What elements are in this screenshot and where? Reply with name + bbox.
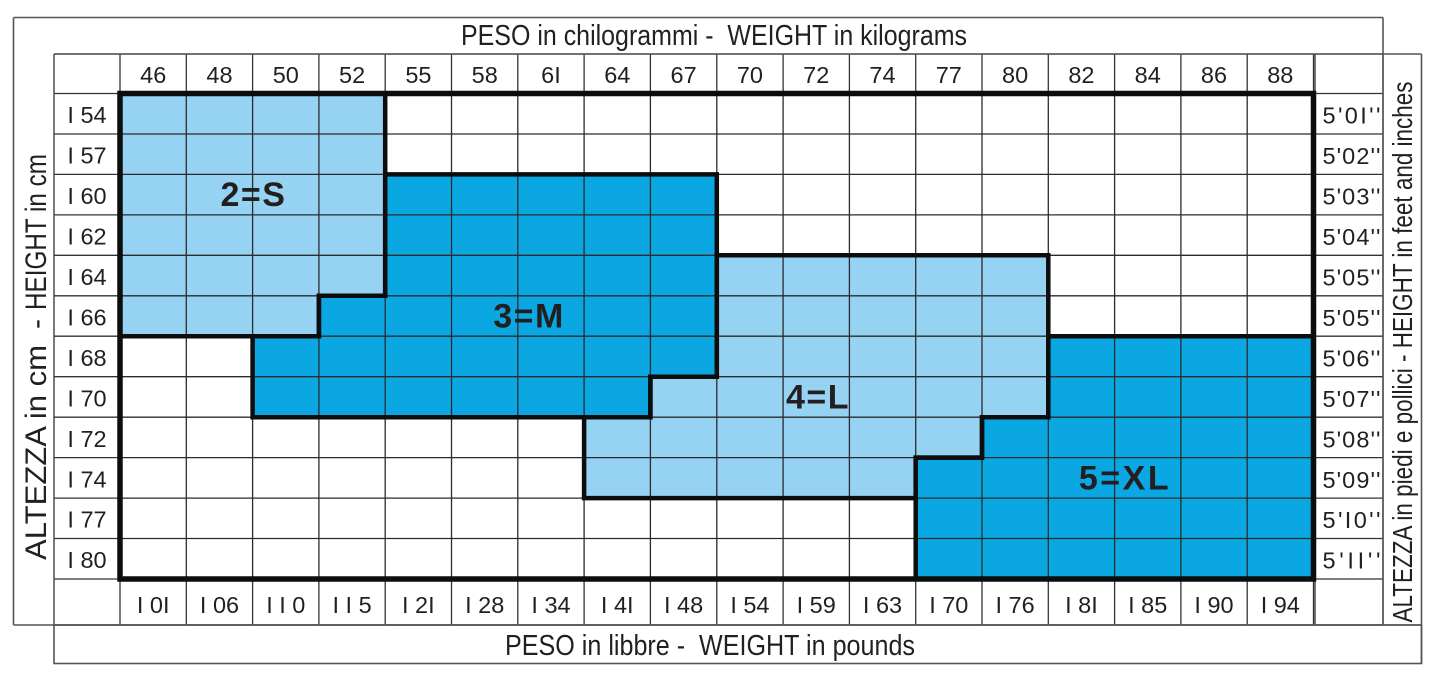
svg-text:HEIGHT in cm: HEIGHT in cm xyxy=(20,154,53,310)
svg-text:77: 77 xyxy=(936,62,962,88)
svg-text:82: 82 xyxy=(1068,62,1094,88)
svg-text:3=M: 3=M xyxy=(493,298,565,336)
svg-text:80: 80 xyxy=(1002,62,1028,88)
svg-text:88: 88 xyxy=(1267,62,1293,88)
svg-text:84: 84 xyxy=(1135,62,1161,88)
svg-text:86: 86 xyxy=(1201,62,1227,88)
svg-text:2=S: 2=S xyxy=(221,176,287,214)
svg-text:I90: I90 xyxy=(1194,592,1233,618)
svg-text:I8I: I8I xyxy=(1065,592,1104,618)
svg-text:52: 52 xyxy=(339,62,365,88)
svg-text:I60: I60 xyxy=(67,183,106,209)
svg-text:5=XL: 5=XL xyxy=(1079,460,1171,498)
svg-text:ALTEZZA in piedi e pollici - H: ALTEZZA in piedi e pollici - HEIGHT in f… xyxy=(1387,82,1418,623)
svg-text:I0I: I0I xyxy=(137,592,176,618)
svg-text:I66: I66 xyxy=(67,304,106,330)
svg-text:I70: I70 xyxy=(929,592,968,618)
svg-text:5'04'': 5'04'' xyxy=(1323,224,1381,250)
svg-text:46: 46 xyxy=(140,62,166,88)
svg-text:PESO in chilogrammi - WEIGHT: PESO in chilogrammi - WEIGHT in kilogram… xyxy=(461,20,967,52)
svg-text:I54: I54 xyxy=(730,592,769,618)
svg-text:5'0I'': 5'0I'' xyxy=(1323,103,1381,129)
svg-text:I85: I85 xyxy=(1128,592,1167,618)
svg-text:4=L: 4=L xyxy=(786,379,850,417)
svg-text:I63: I63 xyxy=(863,592,902,618)
svg-text:I28: I28 xyxy=(465,592,504,618)
svg-text:70: 70 xyxy=(737,62,763,88)
svg-text:I94: I94 xyxy=(1261,592,1300,618)
svg-text:I64: I64 xyxy=(67,264,106,290)
svg-text:5'05'': 5'05'' xyxy=(1323,265,1381,291)
svg-text:I77: I77 xyxy=(67,507,106,533)
svg-text:II0: II0 xyxy=(266,592,305,618)
svg-text:ALTEZZA in cm: ALTEZZA in cm xyxy=(20,345,53,560)
svg-text:55: 55 xyxy=(405,62,431,88)
svg-text:I06: I06 xyxy=(200,592,239,618)
svg-text:-: - xyxy=(20,319,53,329)
svg-text:67: 67 xyxy=(671,62,697,88)
svg-text:I34: I34 xyxy=(531,592,570,618)
svg-text:I57: I57 xyxy=(67,143,106,169)
svg-text:I76: I76 xyxy=(996,592,1035,618)
svg-text:5'07'': 5'07'' xyxy=(1323,386,1381,412)
svg-text:I2I: I2I xyxy=(402,592,441,618)
svg-text:I54: I54 xyxy=(67,102,106,128)
svg-text:I74: I74 xyxy=(67,466,106,492)
svg-text:72: 72 xyxy=(803,62,829,88)
svg-text:I59: I59 xyxy=(797,592,836,618)
svg-text:5'09'': 5'09'' xyxy=(1323,467,1381,493)
svg-text:I62: I62 xyxy=(67,224,106,250)
svg-text:58: 58 xyxy=(472,62,498,88)
svg-text:I70: I70 xyxy=(67,385,106,411)
svg-text:I48: I48 xyxy=(664,592,703,618)
svg-text:5'06'': 5'06'' xyxy=(1323,345,1381,371)
svg-text:I4I: I4I xyxy=(601,592,640,618)
svg-text:50: 50 xyxy=(273,62,299,88)
svg-text:I80: I80 xyxy=(67,547,106,573)
svg-text:5'08'': 5'08'' xyxy=(1323,426,1381,452)
svg-text:48: 48 xyxy=(206,62,232,88)
svg-text:I72: I72 xyxy=(67,426,106,452)
svg-text:II5: II5 xyxy=(333,592,372,618)
svg-text:74: 74 xyxy=(869,62,895,88)
svg-text:64: 64 xyxy=(604,62,630,88)
svg-text:5'02'': 5'02'' xyxy=(1323,143,1381,169)
svg-text:I68: I68 xyxy=(67,345,106,371)
svg-text:6I: 6I xyxy=(541,62,567,88)
svg-text:PESO in libbre - WEIGHT in po: PESO in libbre - WEIGHT in pounds xyxy=(505,630,915,662)
svg-text:5'05'': 5'05'' xyxy=(1323,305,1381,331)
svg-text:5'03'': 5'03'' xyxy=(1323,184,1381,210)
svg-text:5'II'': 5'II'' xyxy=(1323,548,1381,574)
